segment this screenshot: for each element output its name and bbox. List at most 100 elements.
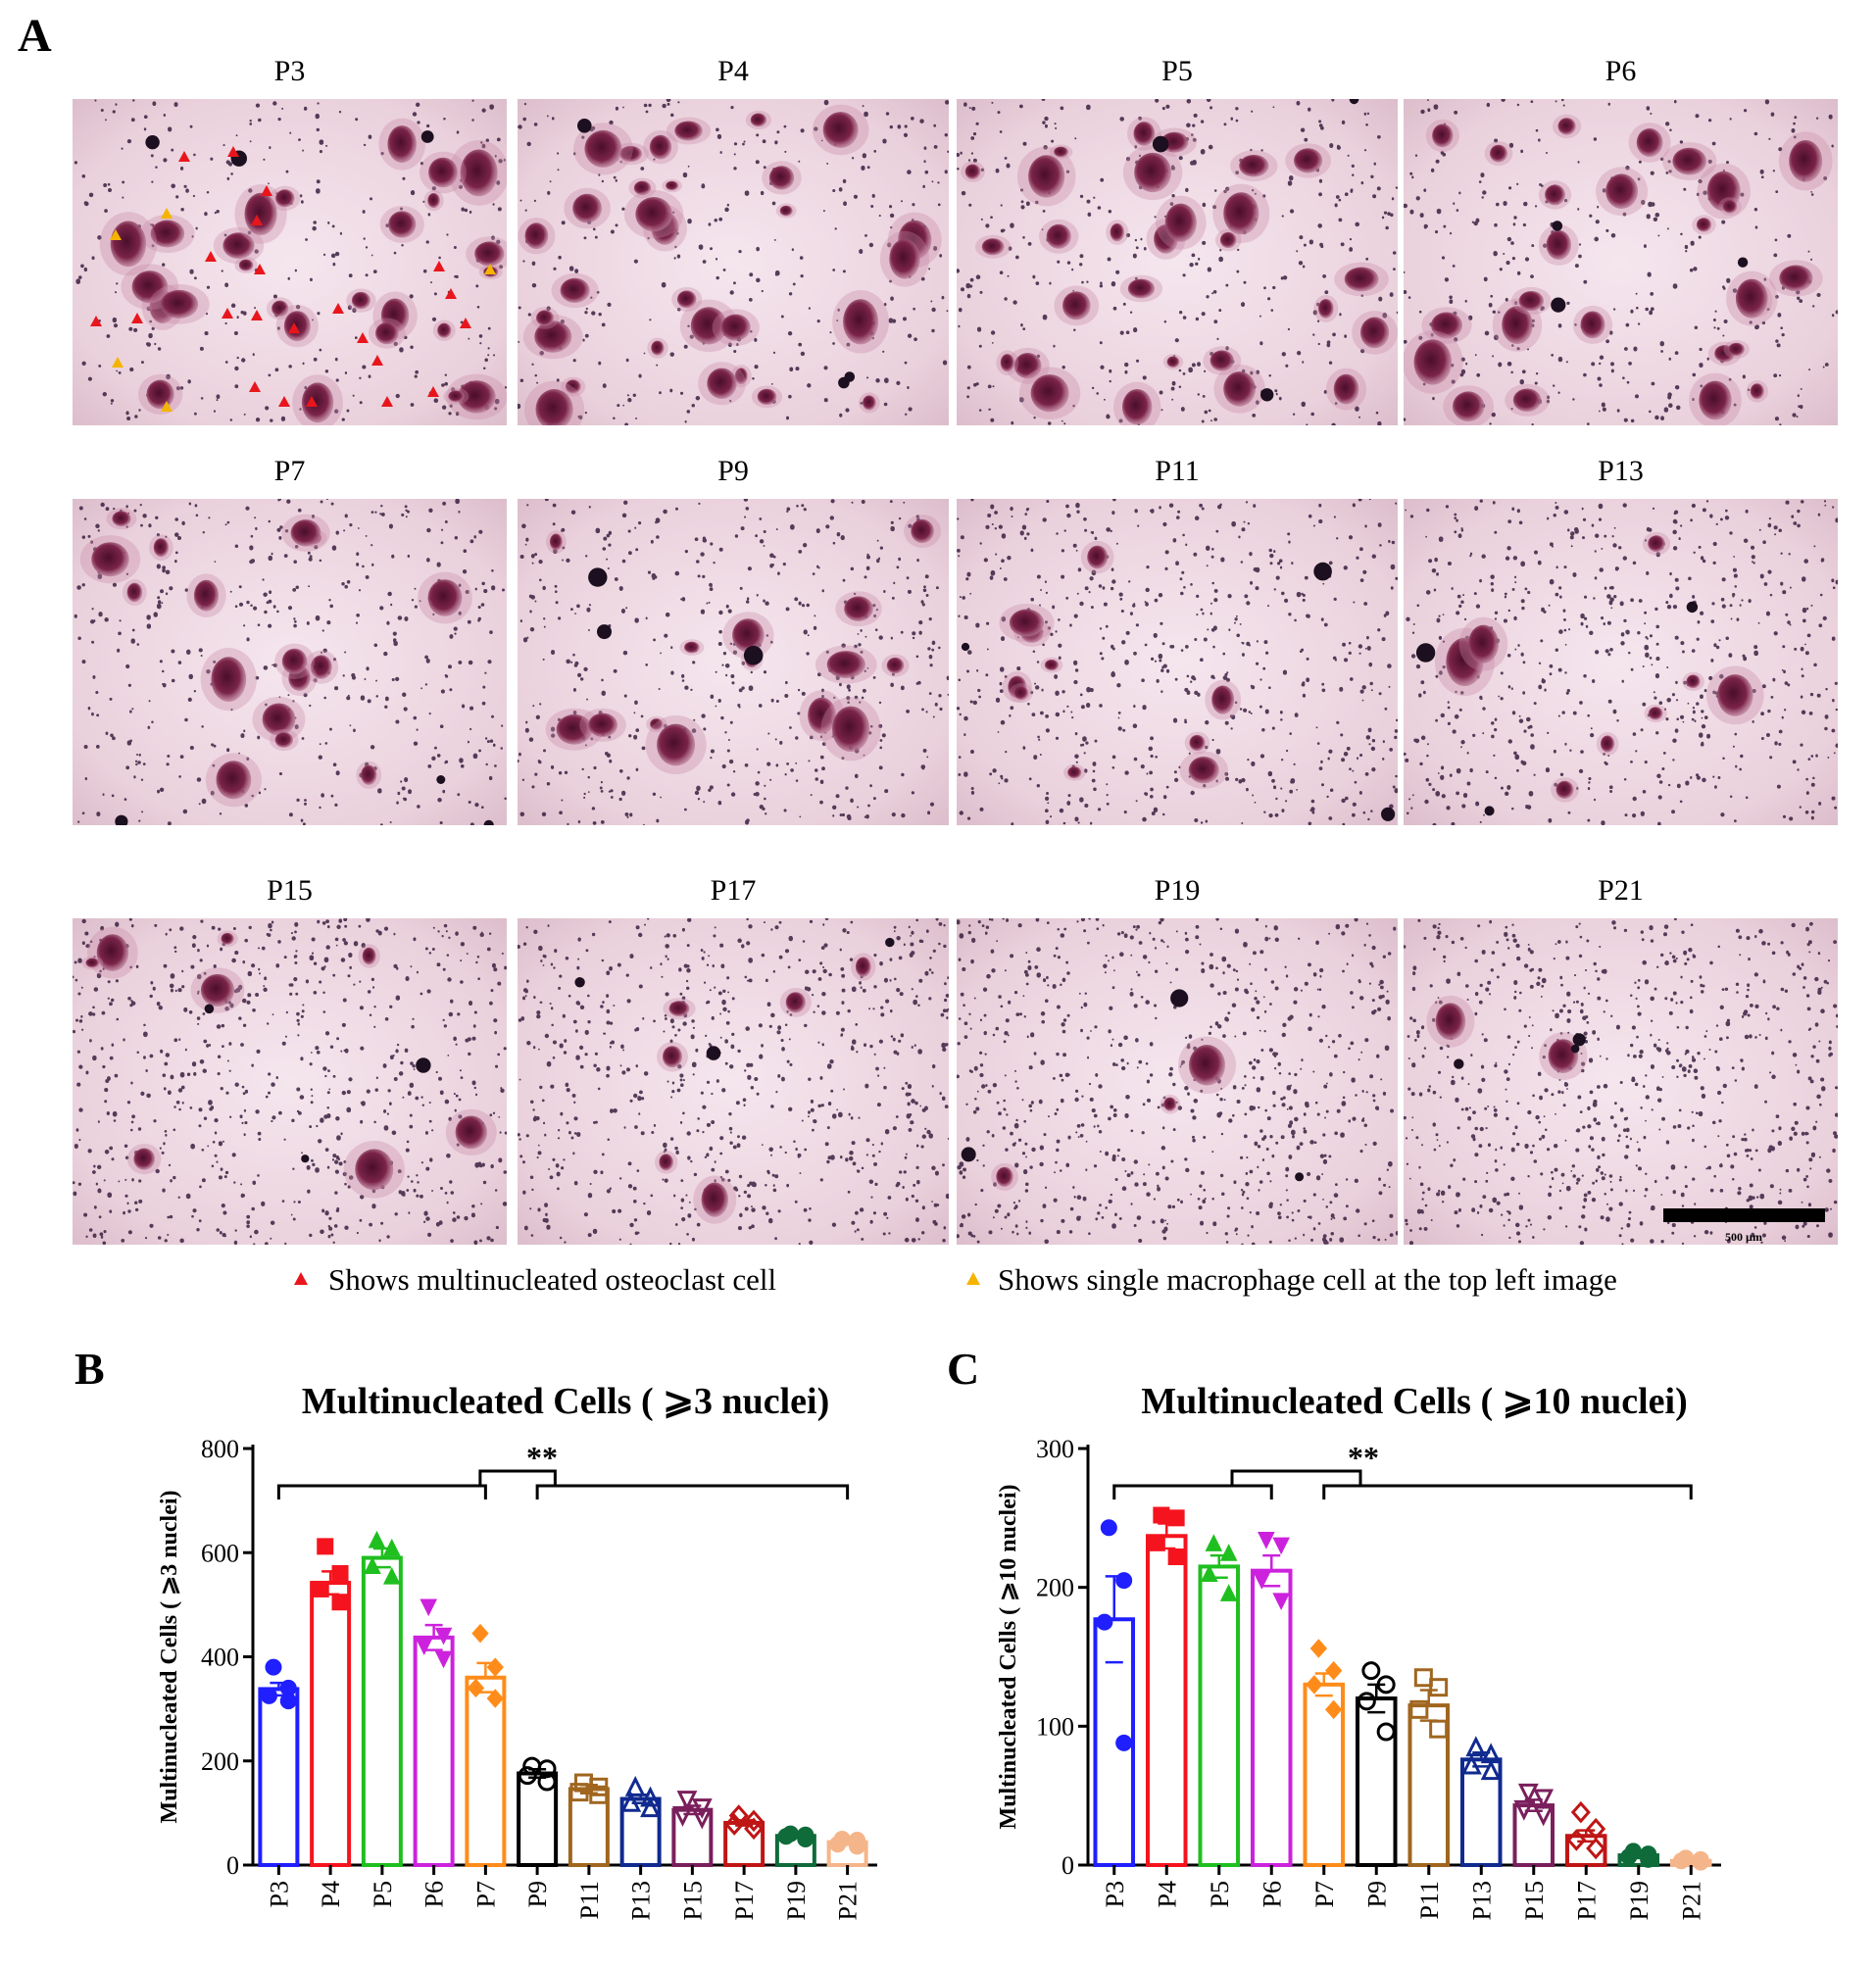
significance-bracket xyxy=(1322,1484,1693,1499)
micrograph-image xyxy=(957,99,1398,425)
micrograph-background xyxy=(518,499,949,825)
y-tick-label: 200 xyxy=(1036,1574,1074,1602)
dark-aggregate xyxy=(961,1147,976,1162)
red-arrow-marker xyxy=(371,355,383,366)
osteoclast-cell xyxy=(1722,199,1738,214)
osteoclast-cell xyxy=(1318,299,1334,319)
data-point xyxy=(1640,1850,1657,1868)
significance-label: ** xyxy=(526,1440,558,1475)
data-point xyxy=(1672,1852,1690,1870)
data-point xyxy=(518,1766,537,1786)
osteoclast-cell xyxy=(1750,383,1764,400)
osteoclast-cell xyxy=(222,232,255,259)
osteoclast-cell xyxy=(153,538,170,558)
data-point xyxy=(1692,1853,1709,1871)
legend-yellow-text: Shows single macrophage cell at the top … xyxy=(998,1262,1617,1297)
osteoclast-cell xyxy=(1548,1039,1579,1073)
osteoclast-cell xyxy=(1518,291,1545,312)
osteoclast-cell xyxy=(832,706,870,752)
bar xyxy=(1250,1568,1293,1867)
osteoclast-cell xyxy=(150,220,185,248)
x-tick-label: P19 xyxy=(782,1881,811,1920)
chart-title: Multinucleated Cells ( ⩾3 nuclei) xyxy=(302,1381,829,1422)
osteoclast-cell xyxy=(1188,757,1219,784)
micrograph-image xyxy=(518,99,949,425)
osteoclast-cell xyxy=(1087,545,1109,569)
red-arrow-marker xyxy=(306,396,318,407)
osteoclast-cell xyxy=(565,379,581,394)
scale-bar-line xyxy=(1663,1208,1825,1222)
micrograph-panel: P17 xyxy=(518,874,949,1245)
red-arrow-marker xyxy=(205,251,217,262)
chart-b: Multinucleated Cells ( ⩾3 nuclei) Multinu… xyxy=(157,1381,877,1920)
osteoclast-cell xyxy=(651,340,665,356)
data-point xyxy=(486,1689,504,1708)
panel-letter-b: B xyxy=(74,1344,105,1394)
osteoclast-cell xyxy=(1189,734,1206,752)
bar xyxy=(465,1675,507,1867)
red-arrow-marker xyxy=(433,261,445,271)
data-point xyxy=(368,1530,386,1548)
micrograph-label: P4 xyxy=(717,55,749,87)
osteoclast-cell xyxy=(649,134,672,160)
dark-aggregate xyxy=(597,624,612,640)
x-tick-label: P9 xyxy=(1362,1881,1391,1907)
data-point xyxy=(1309,1639,1328,1658)
osteoclast-cell xyxy=(1435,1003,1466,1041)
x-tick-label: P15 xyxy=(678,1881,707,1920)
red-arrow-marker xyxy=(254,264,266,274)
osteoclast-cell xyxy=(808,697,836,734)
data-point xyxy=(467,1678,485,1698)
red-arrow-marker xyxy=(90,316,102,326)
osteoclast-cell xyxy=(1580,311,1605,339)
data-point xyxy=(777,1828,795,1845)
osteoclast-cell xyxy=(1468,624,1499,664)
dark-aggregate xyxy=(416,1057,431,1073)
osteoclast-cell xyxy=(388,211,417,238)
significance-bracket xyxy=(478,1469,557,1486)
data-point xyxy=(1570,1800,1591,1824)
micrograph-image xyxy=(1404,918,1838,1245)
osteoclast-cell xyxy=(200,973,235,1007)
osteoclast-cell xyxy=(275,189,295,208)
micrograph-label: P21 xyxy=(1598,874,1644,907)
micrograph-panel: P21 xyxy=(1404,874,1838,1245)
osteoclast-cell xyxy=(1133,122,1156,146)
micrograph-background xyxy=(518,918,949,1245)
osteoclast-cell xyxy=(1648,707,1663,720)
x-tick-label: P3 xyxy=(1101,1881,1129,1907)
data-point xyxy=(415,1638,433,1655)
micrograph-label: P5 xyxy=(1161,55,1193,87)
data-point xyxy=(1148,1534,1165,1551)
data-point xyxy=(434,1627,453,1646)
data-point xyxy=(317,1538,334,1555)
data-point xyxy=(589,1785,609,1804)
red-arrow-marker xyxy=(178,151,190,162)
osteoclast-cell xyxy=(238,259,254,271)
small-cells xyxy=(1404,99,1838,425)
small-cells xyxy=(1404,918,1838,1245)
x-tick-label: P6 xyxy=(420,1881,449,1907)
osteoclast-cell xyxy=(387,125,418,164)
osteoclast-cell xyxy=(1557,118,1576,135)
osteoclast-cell xyxy=(474,241,505,267)
red-arrow-marker xyxy=(288,322,300,333)
osteoclast-cell xyxy=(1054,146,1068,158)
osteoclast-cell xyxy=(1546,230,1572,260)
red-arrow-marker xyxy=(261,185,272,196)
panel-letter-c: C xyxy=(947,1344,979,1394)
osteoclast-cell xyxy=(1223,371,1256,407)
data-point xyxy=(260,1687,277,1704)
osteoclast-cell xyxy=(1110,222,1125,242)
osteoclast-cell xyxy=(1413,339,1453,385)
y-axis-label: Multinucleated Cells ( ⩾3 nuclei) xyxy=(157,1490,182,1823)
osteoclast-cell xyxy=(633,180,652,196)
osteoclast-cell xyxy=(455,1115,487,1150)
micrograph-image xyxy=(73,499,507,825)
dark-aggregate xyxy=(1415,643,1436,663)
osteoclast-cell xyxy=(193,579,220,612)
data-point xyxy=(1465,1736,1487,1757)
osteoclast-cell xyxy=(1432,123,1454,148)
micrograph-label: P13 xyxy=(1598,455,1644,487)
